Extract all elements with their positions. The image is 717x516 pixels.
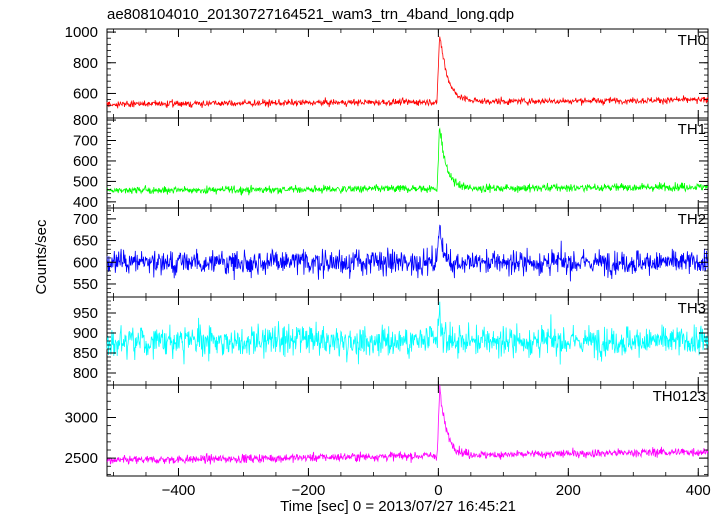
x-axis: −400 −200 0 200 400 [162,482,711,499]
panel-label: TH0 [678,32,706,49]
series-line-th1 [106,127,709,196]
y-axis-label: Counts/sec [33,219,50,295]
panel-th1: 400 500 600 700 800 TH1 [73,112,709,211]
series-line-th2 [106,224,709,282]
y-tick-label: 2500 [65,450,98,467]
y-tick-label: 600 [73,85,98,102]
y-tick-label: 800 [73,55,98,72]
panel-label: TH2 [678,211,706,228]
panel-th3: 800 850 900 950 TH3 [73,296,709,386]
x-tick-label: 0 [434,482,442,499]
series-line-th0 [106,36,709,109]
x-tick-label: 200 [556,482,581,499]
panel-th2: 550 600 650 700 TH2 [73,207,709,298]
panel-label: TH3 [678,300,706,317]
panels-group: 600 800 1000 TH0 400 500 600 700 800 TH1 550 600 650… [65,24,709,477]
y-tick-label: 700 [73,211,98,228]
y-tick-label: 950 [73,305,98,322]
chart-title: ae808104010_20130727164521_wam3_trn_4ban… [107,6,514,23]
x-tick-label: 400 [686,482,711,499]
y-tick-label: 850 [73,345,98,362]
y-tick-label: 3000 [65,410,98,427]
x-axis-label: Time [sec] 0 = 2013/07/27 16:45:21 [280,498,516,515]
y-tick-label: 1000 [65,24,98,41]
panel-th0123: 2500 3000 TH0123 [65,384,709,477]
y-tick-label: 600 [73,153,98,170]
y-tick-label: 650 [73,233,98,250]
series-line-th3 [106,301,709,365]
x-tick-label: −200 [292,482,326,499]
panel-label: TH0123 [653,388,706,405]
panel-frame [106,117,709,209]
y-tick-label: 400 [73,194,98,211]
series-line-th0123 [106,384,709,465]
y-tick-label: 500 [73,173,98,190]
panel-label: TH1 [678,121,706,138]
y-tick-label: 800 [73,365,98,382]
y-tick-label: 600 [73,254,98,271]
y-tick-label: 900 [73,325,98,342]
y-tick-label: 800 [73,112,98,129]
panel-th0: 600 800 1000 TH0 [65,24,709,119]
y-tick-label: 700 [73,133,98,150]
panel-frame [106,384,709,477]
y-tick-label: 550 [73,276,98,293]
x-tick-label: −400 [162,482,196,499]
